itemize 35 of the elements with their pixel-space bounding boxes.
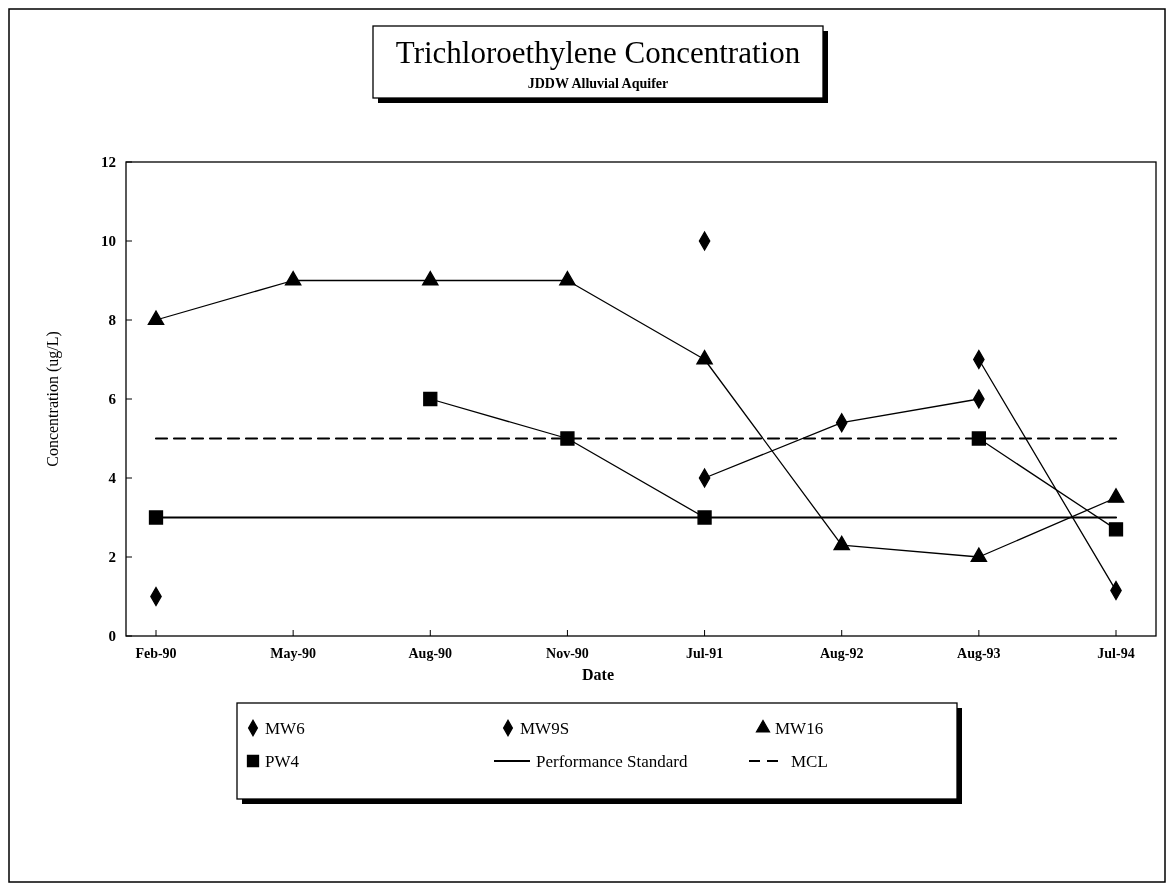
chart-title: Trichloroethylene Concentration bbox=[395, 35, 801, 70]
point bbox=[1108, 522, 1124, 537]
y-tick-label: 2 bbox=[108, 549, 116, 565]
x-tick-label: Aug-92 bbox=[819, 646, 864, 661]
point bbox=[148, 510, 164, 525]
y-tick-label: 0 bbox=[108, 628, 116, 644]
chart-subtitle: JDDW Alluvial Aquifer bbox=[527, 76, 669, 91]
y-tick-label: 8 bbox=[108, 312, 116, 328]
x-tick-label: Jul-94 bbox=[1097, 646, 1135, 661]
point bbox=[696, 350, 713, 365]
point bbox=[971, 431, 987, 446]
legend-label: MW6 bbox=[265, 719, 305, 738]
x-tick-label: Aug-90 bbox=[408, 646, 453, 661]
x-tick-label: May-90 bbox=[270, 646, 317, 661]
y-axis-title: Concentration (ug/L) bbox=[44, 331, 62, 467]
point bbox=[423, 391, 438, 407]
point bbox=[421, 271, 439, 286]
point bbox=[560, 431, 575, 446]
x-tick-label: Jul-91 bbox=[685, 646, 724, 661]
legend-label: Performance Standard bbox=[536, 752, 689, 771]
y-tick-label: 12 bbox=[101, 154, 116, 170]
x-tick-label: Aug-93 bbox=[957, 646, 1001, 661]
y-tick-label: 6 bbox=[108, 391, 117, 407]
y-tick-label: 4 bbox=[108, 470, 117, 486]
x-tick-label: Nov-90 bbox=[546, 646, 589, 661]
y-tick-label: 10 bbox=[101, 233, 116, 249]
x-tick-label: Feb-90 bbox=[135, 646, 177, 661]
legend-label: MW16 bbox=[775, 719, 824, 738]
legend-label: MW9S bbox=[520, 719, 570, 738]
x-axis-title: Date bbox=[582, 666, 614, 683]
legend-label: PW4 bbox=[265, 752, 300, 771]
point bbox=[559, 271, 576, 286]
point bbox=[147, 310, 165, 326]
legend-label: MCL bbox=[791, 752, 828, 771]
point bbox=[284, 271, 302, 286]
